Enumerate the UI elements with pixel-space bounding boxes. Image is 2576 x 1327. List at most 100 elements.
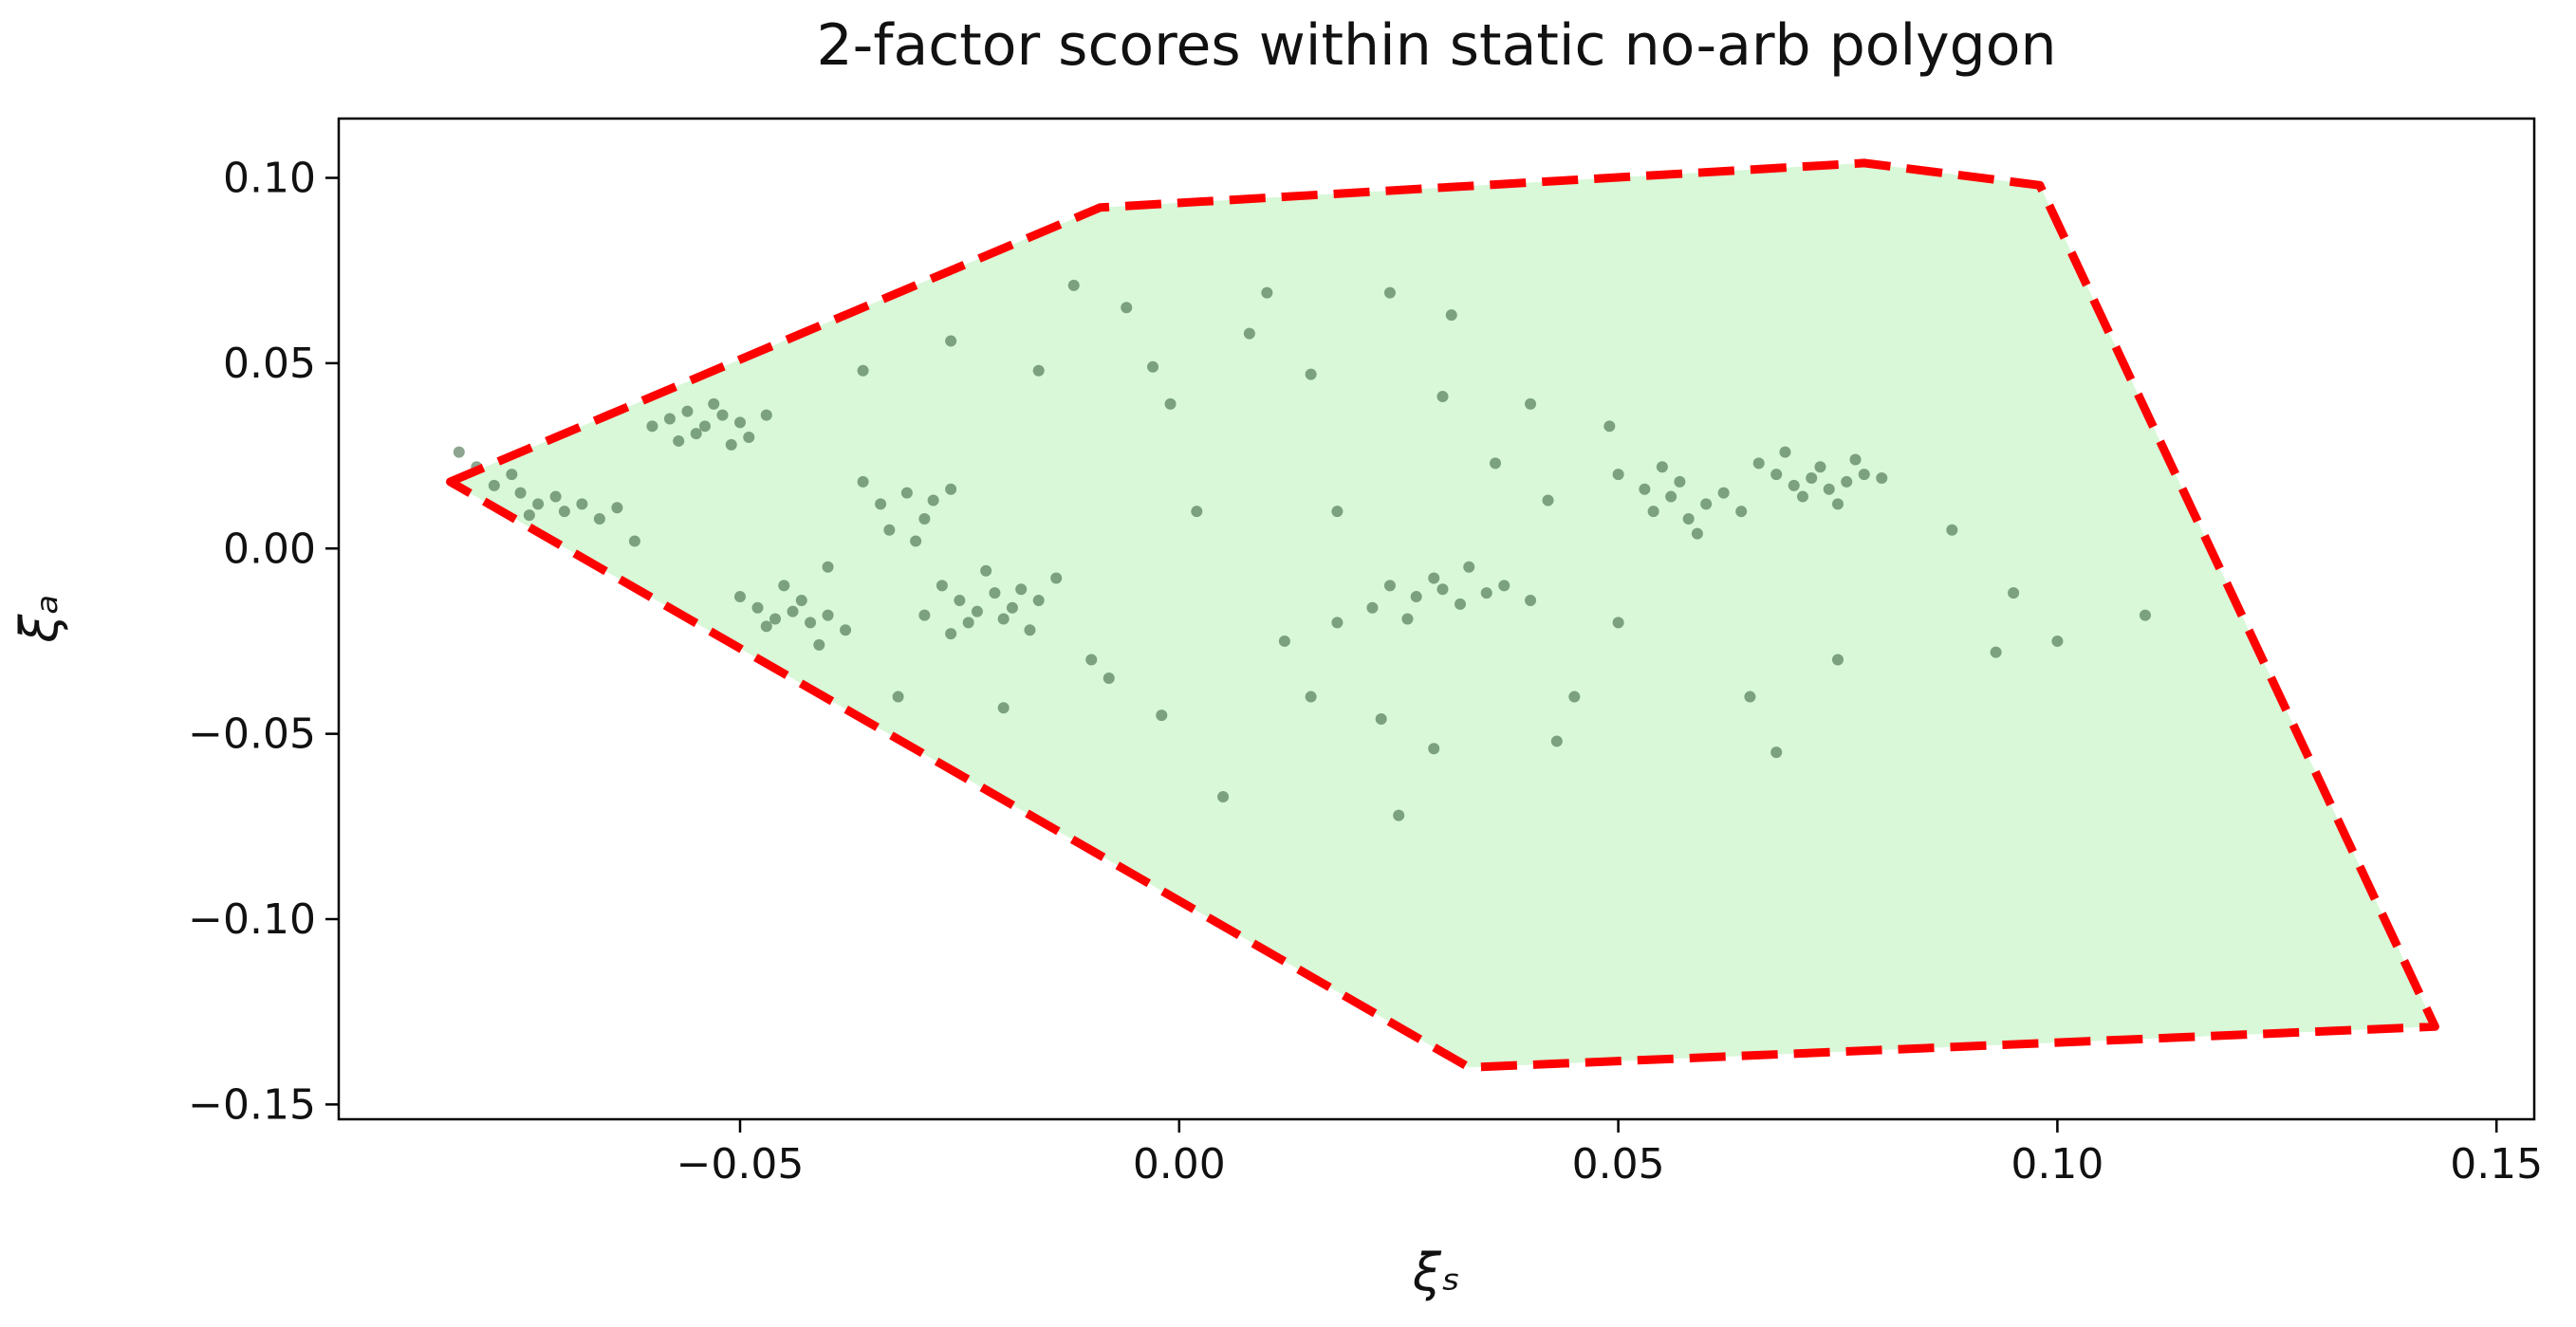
scatter-point: [1191, 506, 1203, 518]
scatter-point: [997, 613, 1010, 625]
scatter-point: [663, 413, 676, 425]
scatter-point: [1700, 498, 1713, 510]
scatter-point: [980, 564, 992, 577]
scatter-point: [1436, 583, 1449, 596]
scatter-point: [1164, 397, 1177, 410]
y-tick-label: 0.10: [223, 155, 316, 203]
scatter-point: [1542, 494, 1554, 507]
scatter-point: [945, 335, 957, 347]
scatter-point: [611, 502, 623, 514]
scatter-point: [523, 509, 535, 522]
scatter-point: [1841, 475, 1853, 488]
scatter-point: [1085, 654, 1098, 666]
scatter-point: [1849, 453, 1862, 466]
scatter-point: [1050, 572, 1063, 584]
scatter-point: [1990, 646, 2002, 658]
scatter-point: [1480, 587, 1492, 599]
scatter-point: [962, 617, 974, 629]
scatter-point: [1788, 479, 1800, 491]
scatter-point: [760, 620, 772, 633]
scatter-point: [954, 594, 966, 606]
scatter-point: [1612, 469, 1624, 481]
scatter-point: [2139, 609, 2151, 621]
scatter-point: [708, 397, 720, 410]
scatter-point: [716, 409, 729, 421]
x-tick-label: 0.00: [1133, 1140, 1226, 1189]
scatter-point: [743, 432, 755, 444]
scatter-point: [1674, 475, 1686, 488]
scatter-point: [1305, 368, 1317, 380]
scatter-point: [857, 475, 869, 488]
scatter-point: [1147, 360, 1159, 373]
scatter-point: [778, 580, 790, 592]
scatter-point: [1814, 461, 1826, 473]
scatter-point: [558, 506, 570, 518]
scatter-point: [1498, 580, 1510, 592]
x-tick-label: 0.15: [2450, 1140, 2543, 1189]
scatter-point: [1067, 279, 1080, 291]
scatter-point: [1375, 713, 1387, 725]
scatter-point: [822, 561, 834, 573]
x-tick-label: −0.05: [676, 1140, 805, 1189]
x-tick-label: 0.10: [2011, 1140, 2103, 1189]
scatter-point: [1735, 506, 1748, 518]
scatter-point: [1831, 654, 1844, 666]
scatter-point: [822, 609, 834, 621]
scatter-point: [936, 580, 948, 592]
scatter-point: [1454, 598, 1466, 610]
x-axis-label: ξₛ: [1412, 1243, 1460, 1302]
scatter-point: [892, 691, 904, 703]
polygon-fill: [450, 162, 2436, 1068]
scatter-point: [673, 434, 685, 447]
scatter-point: [875, 498, 887, 510]
scatter-point: [1612, 617, 1624, 629]
scatter-point: [2051, 635, 2064, 647]
scatter-point: [1445, 309, 1457, 322]
scatter-point: [576, 498, 588, 510]
scatter-point: [1410, 591, 1422, 603]
scatter-point: [681, 405, 694, 417]
polygon-edge: [446, 158, 2439, 1072]
scatter-point: [1525, 594, 1537, 606]
scatter-point: [795, 594, 807, 606]
scatter-point: [1015, 583, 1028, 596]
scatter-point: [733, 591, 746, 603]
scatter-point: [840, 624, 852, 636]
scatter-point: [1744, 691, 1756, 703]
scatter-point: [2008, 587, 2020, 599]
scatter-point: [989, 587, 1001, 599]
scatter-point: [760, 409, 772, 421]
scatter-point: [1665, 490, 1677, 503]
scatter-point: [805, 617, 817, 629]
scatter-point: [1032, 594, 1045, 606]
x-tick-label: 0.05: [1572, 1140, 1665, 1189]
scatter-point: [1331, 617, 1344, 629]
scatter-point: [1032, 364, 1045, 377]
scatter-point: [1796, 490, 1808, 503]
scatter-point: [506, 469, 518, 481]
scatter-point: [945, 483, 957, 495]
scatter-point: [1770, 469, 1783, 481]
scatter-point: [918, 513, 931, 525]
scatter-point: [725, 438, 737, 451]
scatter-point: [1823, 483, 1835, 495]
scatter-point: [1568, 691, 1581, 703]
scatter-point: [1463, 561, 1475, 573]
scatter-point: [1876, 472, 1888, 485]
scatter-point: [945, 628, 957, 640]
scatter-point: [971, 605, 983, 617]
scatter-point: [1682, 513, 1695, 525]
scatter-point: [733, 416, 746, 429]
scatter-point: [1278, 635, 1290, 647]
scatter-point: [1647, 506, 1659, 518]
scatter-point: [628, 535, 640, 547]
scatter-point: [1436, 391, 1449, 403]
scatter-point: [1243, 327, 1255, 340]
scatter-point: [1717, 487, 1730, 499]
scatter-point: [453, 446, 465, 458]
scatter-point: [532, 498, 545, 510]
scatter-point: [1401, 613, 1414, 625]
scatter-point: [646, 420, 658, 433]
scatter-point: [1752, 457, 1765, 470]
